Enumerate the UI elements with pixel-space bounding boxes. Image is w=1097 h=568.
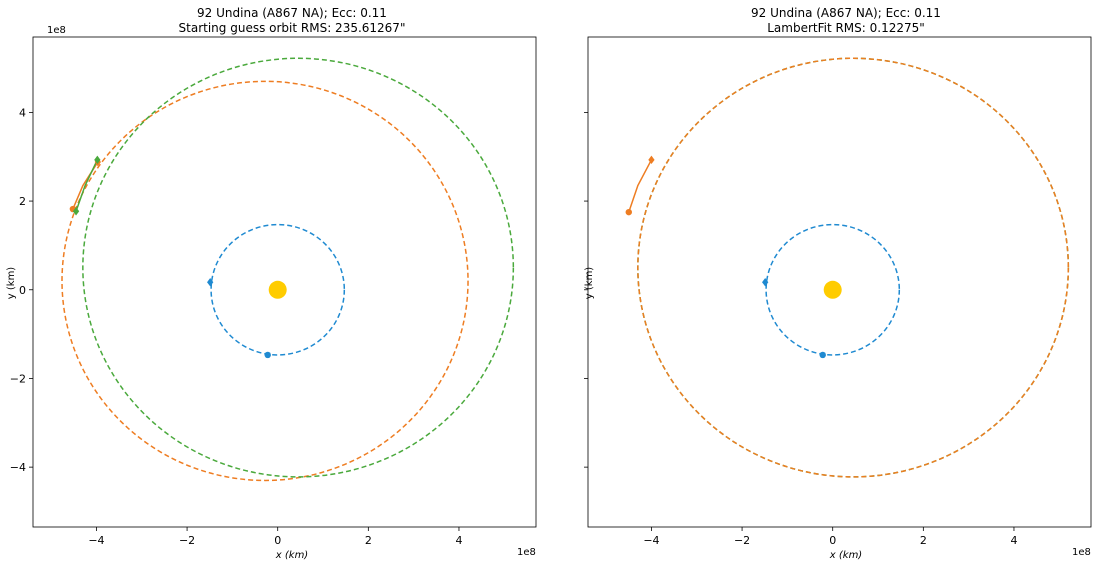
right-marker-3 — [625, 208, 632, 216]
left-y-tick-label-0: −4 — [10, 461, 26, 474]
left-x-tick-label-1: −2 — [179, 534, 195, 547]
right-x-tick-label-0: −4 — [643, 534, 659, 547]
right-marker-2 — [648, 155, 655, 165]
left-y-tick-label-3: 2 — [19, 195, 26, 208]
left-sun-marker — [268, 280, 287, 299]
left-marker-3 — [94, 155, 101, 165]
left-plot-area: −4 −2 0 2 4 −4 −2 0 2 4 — [10, 36, 537, 547]
left-x-tick-label-0: −4 — [88, 534, 104, 547]
right-x-tick-label-1: −2 — [734, 534, 750, 547]
left-xlabel: x (km) — [275, 550, 308, 561]
right-x-tick-label-4: 4 — [1010, 534, 1017, 547]
left-x-multiplier: 1e8 — [517, 547, 536, 558]
left-marker-1 — [264, 351, 271, 359]
left-marker-0 — [207, 278, 214, 287]
right-sun-marker — [823, 280, 842, 299]
right-subplot: 92 Undina (A867 NA); Ecc: 0.11 LambertFi… — [584, 6, 1092, 561]
right-title-line1: 92 Undina (A867 NA); Ecc: 0.11 — [751, 6, 941, 20]
left-subplot: 92 Undina (A867 NA); Ecc: 0.11 Starting … — [6, 6, 537, 561]
right-xlabel: x (km) — [829, 550, 862, 561]
left-arc-1 — [75, 159, 99, 212]
right-arc-0 — [628, 159, 653, 213]
left-y-tick-label-1: −2 — [10, 372, 26, 385]
right-axes-frame — [587, 36, 1092, 528]
right-marker-1 — [819, 351, 826, 359]
left-orbit-0 — [210, 223, 346, 356]
right-title-line2: LambertFit RMS: 0.12275" — [767, 21, 925, 35]
left-x-tick-label-4: 4 — [455, 534, 462, 547]
left-x-tick-label-2: 0 — [274, 534, 281, 547]
left-orbit-1 — [61, 80, 469, 482]
left-y-tick-label-4: 4 — [19, 106, 26, 119]
right-x-tick-label-2: 0 — [829, 534, 836, 547]
right-ylabel: y (km) — [584, 267, 595, 300]
left-axes-frame — [32, 36, 537, 528]
left-y-multiplier: 1e8 — [47, 25, 66, 36]
left-ylabel: y (km) — [6, 267, 17, 300]
left-marker-5 — [72, 207, 80, 216]
right-marker-0 — [762, 278, 769, 287]
left-y-tick-label-2: 0 — [19, 284, 26, 297]
right-plot-area: −4 −2 0 2 4 — [584, 36, 1092, 547]
right-orbit-1 — [637, 57, 1070, 478]
left-orbit-2 — [82, 57, 515, 478]
right-x-multiplier: 1e8 — [1072, 547, 1091, 558]
right-orbit-2 — [637, 57, 1070, 478]
left-title-line1: 92 Undina (A867 NA); Ecc: 0.11 — [197, 6, 387, 20]
left-x-tick-label-3: 2 — [365, 534, 372, 547]
left-title-line2: Starting guess orbit RMS: 235.61267" — [179, 21, 406, 35]
right-x-tick-label-3: 2 — [920, 534, 927, 547]
